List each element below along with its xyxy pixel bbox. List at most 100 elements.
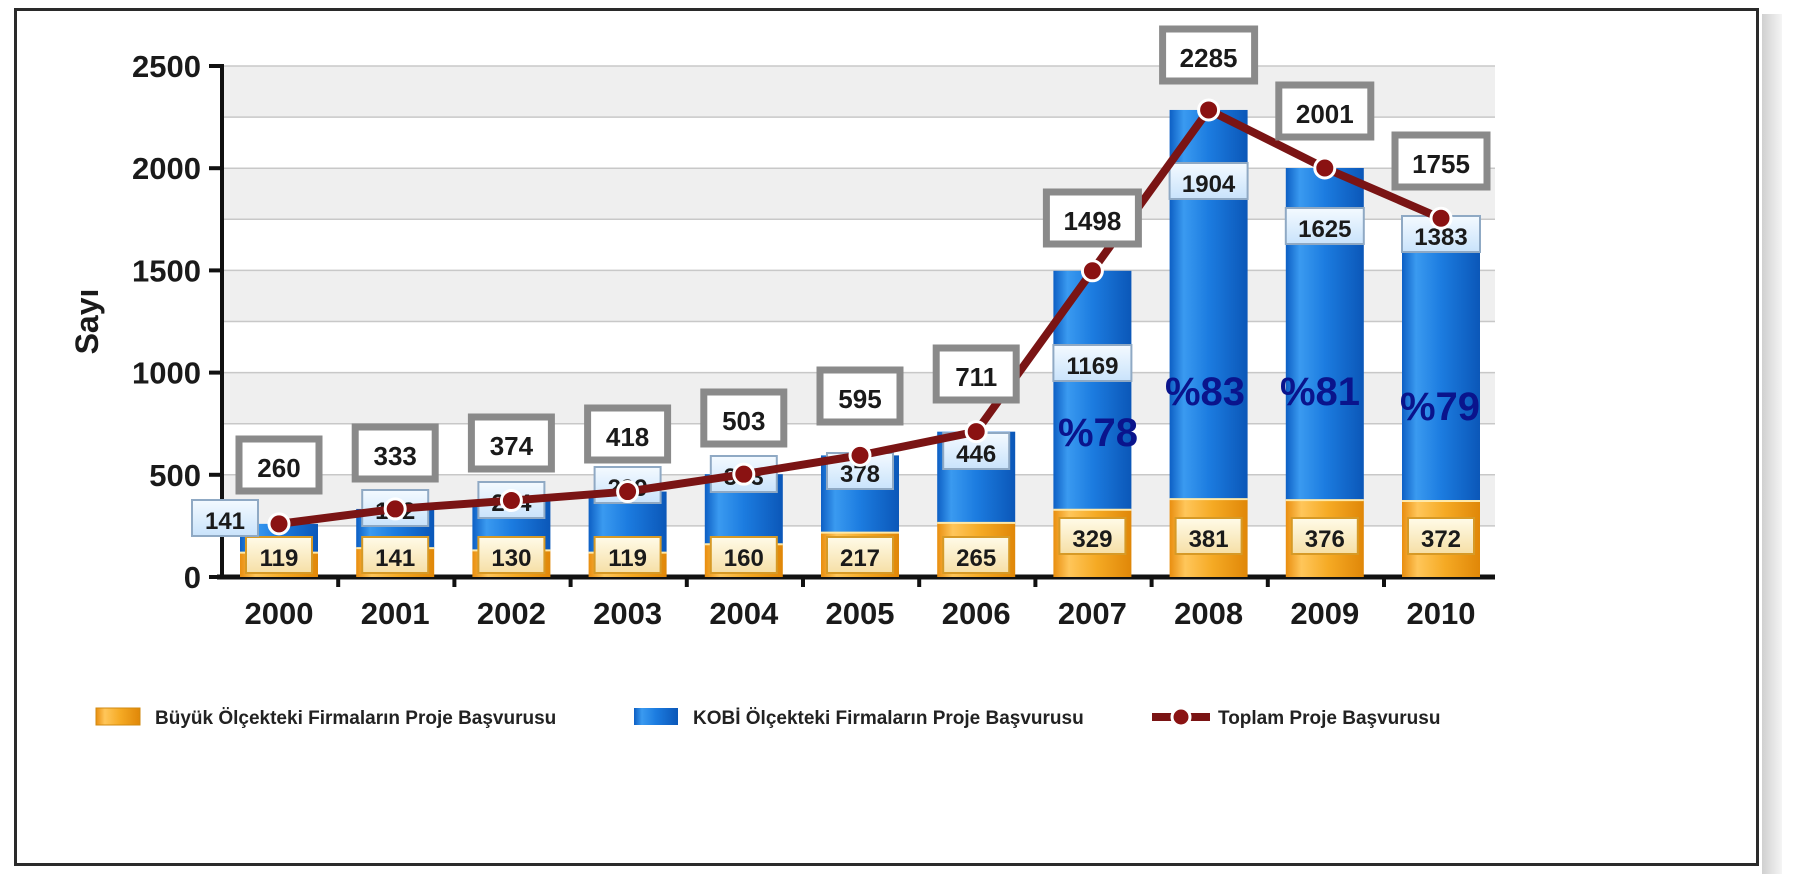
label-box-buyuk (593, 536, 662, 574)
x-tick-label: 2010 (1407, 596, 1476, 631)
label-box-total (932, 344, 1020, 404)
label-box-total (351, 423, 439, 483)
legend-label-kobi: KOBİ Ölçekteki Firmaların Proje Başvurus… (693, 708, 1084, 729)
x-tick-label: 2005 (826, 596, 895, 631)
label-box-total (235, 435, 323, 495)
data-label-kobi: 1625 (1298, 216, 1351, 243)
chart-frame (14, 8, 1759, 866)
y-tick-label: 2500 (132, 49, 201, 84)
percent-annotation: %83 (1165, 370, 1245, 414)
point-total (848, 443, 872, 467)
data-label-buyuk: 130 (491, 545, 531, 572)
x-tick-label: 2006 (942, 596, 1011, 631)
plot-band (222, 168, 1495, 220)
point-total (964, 420, 988, 444)
data-label-buyuk: 119 (608, 545, 647, 572)
label-box-total (816, 366, 904, 426)
label-box-kobi (1052, 344, 1133, 382)
label-box-total (700, 388, 788, 448)
y-tick-label: 1000 (132, 356, 201, 391)
x-tick-label: 2000 (245, 596, 314, 631)
percent-annotation: %79 (1400, 385, 1480, 429)
x-tick-label: 2002 (477, 596, 546, 631)
label-box-buyuk (361, 536, 430, 574)
legend-label-buyuk: Büyük Ölçekteki Firmaların Proje Başvuru… (155, 708, 556, 729)
label-box-total (1159, 25, 1259, 85)
x-tick-label: 2007 (1058, 596, 1127, 631)
y-axis-title: Sayı (69, 289, 105, 355)
data-label-buyuk: 160 (724, 545, 764, 572)
x-tick-label: 2008 (1174, 596, 1243, 631)
data-label-total: 2001 (1296, 99, 1354, 129)
data-label-buyuk: 372 (1421, 526, 1461, 553)
point-total (383, 497, 407, 521)
label-box-kobi (1284, 207, 1365, 245)
label-box-buyuk (942, 536, 1011, 574)
percent-annotation: %78 (1058, 411, 1138, 455)
data-label-total: 260 (257, 453, 300, 483)
label-box-kobi (191, 499, 259, 537)
legend-swatch-total-point (1170, 706, 1192, 728)
point-total (1080, 259, 1104, 283)
data-label-kobi: 446 (956, 441, 996, 468)
point-total (1313, 156, 1337, 180)
y-tick-label: 0 (184, 560, 201, 595)
y-tick-label: 500 (149, 458, 201, 493)
percent-annotation: %81 (1280, 370, 1360, 414)
data-label-total: 374 (490, 431, 534, 461)
y-tick-label: 2000 (132, 151, 201, 186)
data-label-total: 503 (722, 406, 765, 436)
label-box-kobi (1168, 162, 1249, 200)
data-label-buyuk: 381 (1189, 526, 1229, 553)
data-label-total: 711 (955, 362, 997, 392)
data-label-total: 595 (838, 384, 881, 414)
point-total (1429, 206, 1453, 230)
data-label-kobi: 1904 (1182, 171, 1236, 198)
data-label-total: 1755 (1412, 149, 1470, 179)
legend-label-total: Toplam Proje Başvurusu (1218, 708, 1440, 729)
x-tick-label: 2004 (709, 596, 779, 631)
data-label-total: 1498 (1063, 206, 1121, 236)
data-label-buyuk: 141 (375, 545, 415, 572)
data-label-kobi: 141 (205, 508, 245, 535)
legend-swatch-kobi (634, 708, 678, 725)
data-label-buyuk: 119 (260, 545, 299, 572)
y-tick-label: 1500 (132, 253, 201, 288)
point-total (499, 489, 523, 513)
x-tick-label: 2001 (361, 596, 430, 631)
point-total (267, 512, 291, 536)
label-box-total (1391, 131, 1491, 191)
label-box-total (584, 404, 672, 464)
x-tick-label: 2009 (1290, 596, 1359, 631)
label-box-total (1042, 188, 1142, 248)
label-box-buyuk (826, 536, 894, 574)
label-box-buyuk (1174, 517, 1243, 555)
data-label-buyuk: 265 (956, 545, 996, 572)
label-box-total (1275, 81, 1375, 141)
label-box-total (467, 413, 555, 473)
data-label-total: 2285 (1180, 43, 1238, 73)
label-box-buyuk (709, 536, 778, 574)
legend-swatch-buyuk (95, 707, 141, 726)
label-box-buyuk (245, 536, 313, 574)
data-label-buyuk: 376 (1305, 526, 1345, 553)
label-box-buyuk (477, 536, 546, 574)
data-label-total: 418 (606, 422, 649, 452)
x-tick-label: 2003 (593, 596, 662, 631)
point-total (1197, 98, 1221, 122)
point-total (616, 480, 640, 504)
label-box-buyuk (1407, 517, 1475, 555)
legend: Büyük Ölçekteki Firmaların Proje Başvuru… (95, 706, 1440, 729)
bar-kobi (1402, 218, 1480, 501)
frame-shadow (1762, 14, 1782, 874)
data-label-kobi: 1169 (1066, 353, 1118, 380)
data-label-total: 333 (374, 441, 417, 471)
data-label-buyuk: 217 (840, 545, 880, 572)
label-box-buyuk (1058, 517, 1127, 555)
plot-band (222, 270, 1495, 322)
point-total (732, 462, 756, 486)
data-label-buyuk: 329 (1072, 526, 1112, 553)
label-box-buyuk (1290, 517, 1359, 555)
